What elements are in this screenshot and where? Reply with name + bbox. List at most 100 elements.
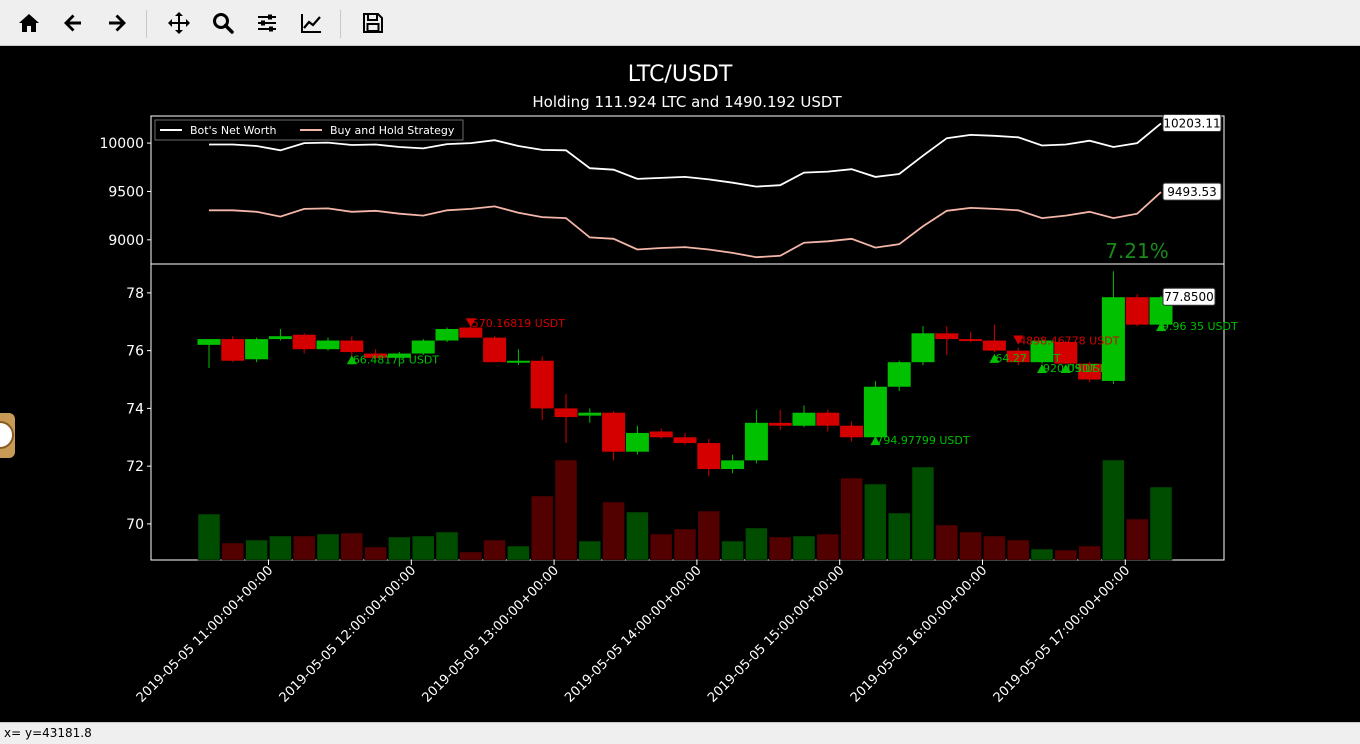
x-tick-label: 2019-05-05 13:00:00+00:00 — [419, 563, 561, 705]
sliders-icon — [258, 14, 276, 32]
status-bar: x= y=43181.8 — [0, 722, 1360, 744]
volume-bar — [626, 511, 649, 561]
candle-body — [197, 339, 221, 345]
volume-bar — [673, 528, 697, 561]
price-axes-frame — [150, 263, 1225, 561]
volume-bar — [840, 477, 863, 561]
volume-bar — [602, 501, 625, 561]
trade-label: 920.09 USDT — [1043, 362, 1115, 375]
candle-body — [506, 360, 530, 363]
volume-bar — [1006, 539, 1030, 561]
candle-body — [316, 340, 340, 350]
candle-body — [887, 362, 911, 387]
candle-body — [982, 340, 1006, 351]
volume-bar — [1054, 549, 1078, 561]
trade-label: USDT — [1067, 362, 1098, 375]
candle-body — [816, 412, 840, 426]
buy-marker — [1156, 322, 1166, 332]
volume-bar — [459, 551, 483, 561]
zoom-button[interactable] — [208, 8, 238, 38]
candle-body — [792, 412, 816, 426]
candle-body — [673, 437, 697, 444]
trade-label: 66.48173 USDT — [353, 353, 439, 366]
toolbar — [0, 0, 1360, 46]
last-price-box — [1162, 287, 1216, 306]
trade-label: 4898.46778 USDT — [1019, 335, 1119, 348]
net-worth-panel: 9000 9500 10000 10203.11 9493.53 Bot's Net Wo… — [99, 113, 1225, 265]
move-icon — [168, 12, 190, 34]
arrow-right-icon — [109, 14, 126, 32]
trade-label: 794.97799 USDT — [876, 434, 969, 447]
candle-body — [1006, 350, 1030, 363]
toolbar-separator — [340, 10, 341, 38]
volume-bar — [1149, 486, 1173, 561]
home-icon — [19, 14, 39, 32]
legend-label: Buy and Hold Strategy — [330, 124, 455, 137]
chart-subtitle: Holding 111.924 LTC and 1490.192 USDT — [532, 93, 842, 111]
volume-bar — [245, 539, 268, 561]
volume-bar — [578, 540, 602, 561]
home-button[interactable] — [14, 8, 44, 38]
back-button[interactable] — [58, 8, 88, 38]
candle-body — [1030, 340, 1054, 363]
subplots-button[interactable] — [252, 8, 282, 38]
y-tick-label: 76 — [126, 344, 144, 360]
buy-marker — [346, 355, 357, 365]
volume-bar — [316, 533, 340, 561]
y-tick-label: 10000 — [99, 136, 144, 152]
volume-bar — [768, 536, 792, 561]
volume-bar — [292, 535, 316, 561]
candle-body — [840, 425, 864, 438]
side-dock-handle[interactable] — [0, 413, 15, 458]
candle-body — [459, 327, 483, 338]
candle-body — [387, 353, 411, 358]
axes-button[interactable] — [296, 8, 326, 38]
volume-bar — [1078, 545, 1101, 561]
volume-bar — [697, 510, 721, 561]
x-tick-label: 2019-05-05 12:00:00+00:00 — [277, 563, 419, 705]
line-chart-icon — [301, 14, 321, 33]
save-button[interactable] — [358, 8, 388, 38]
candle-body — [483, 337, 507, 363]
candle-body — [625, 432, 649, 452]
trade-label: 9.96 35 USDT — [1162, 320, 1238, 333]
forward-button[interactable] — [102, 8, 132, 38]
y-tick-label: 74 — [126, 401, 144, 417]
y-tick-label: 9500 — [108, 184, 144, 200]
buy-marker — [1037, 363, 1047, 373]
candle-body — [411, 340, 435, 354]
last-price-label: 77.8500 — [1164, 290, 1214, 304]
profit-percent: 7.21% — [1105, 239, 1169, 263]
volume-bar — [530, 495, 554, 561]
price-panel: 70 72 74 76 78 66.48173 USDT 570.16819 USDT 794… — [126, 263, 1238, 561]
volume-bar — [340, 532, 364, 561]
candle-body — [292, 334, 316, 350]
figure-canvas[interactable]: LTC/USDT Holding 111.924 LTC and 1490.19… — [0, 47, 1360, 722]
volume-bar — [411, 535, 435, 561]
candle-body — [911, 333, 935, 363]
volume-bar — [269, 535, 292, 561]
buy-marker — [989, 353, 1000, 363]
volume-bar — [388, 536, 411, 561]
trade-label: 570.16819 USDT — [472, 317, 565, 330]
candle-body — [554, 408, 578, 418]
pan-button[interactable] — [164, 8, 194, 38]
volume-bar — [935, 524, 959, 561]
candle-body — [364, 353, 388, 358]
candle-body — [768, 422, 792, 426]
volume-bar — [983, 535, 1006, 561]
candle-body — [697, 443, 721, 470]
volume-bar — [649, 533, 673, 561]
candle-body — [1078, 363, 1102, 380]
trade-label: 64.27 USDT — [995, 352, 1060, 365]
volume-bar — [816, 533, 840, 561]
candle-body — [221, 339, 245, 361]
candle-body — [959, 339, 983, 342]
buy-marker — [1060, 363, 1071, 373]
candle-body — [602, 412, 626, 452]
candle-body — [1054, 341, 1078, 364]
toolbar-separator — [146, 10, 147, 38]
volume-bar — [792, 535, 816, 561]
y-tick-label: 72 — [126, 459, 144, 475]
last-value-label: 9493.53 — [1167, 185, 1217, 199]
